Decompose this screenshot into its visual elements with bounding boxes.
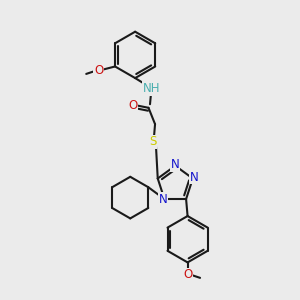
- Text: O: O: [94, 64, 103, 77]
- Text: N: N: [190, 171, 198, 184]
- Text: S: S: [149, 136, 156, 148]
- Text: N: N: [159, 193, 168, 206]
- Text: NH: NH: [143, 82, 160, 95]
- Text: O: O: [183, 268, 192, 281]
- Text: O: O: [128, 99, 138, 112]
- Text: N: N: [171, 158, 180, 171]
